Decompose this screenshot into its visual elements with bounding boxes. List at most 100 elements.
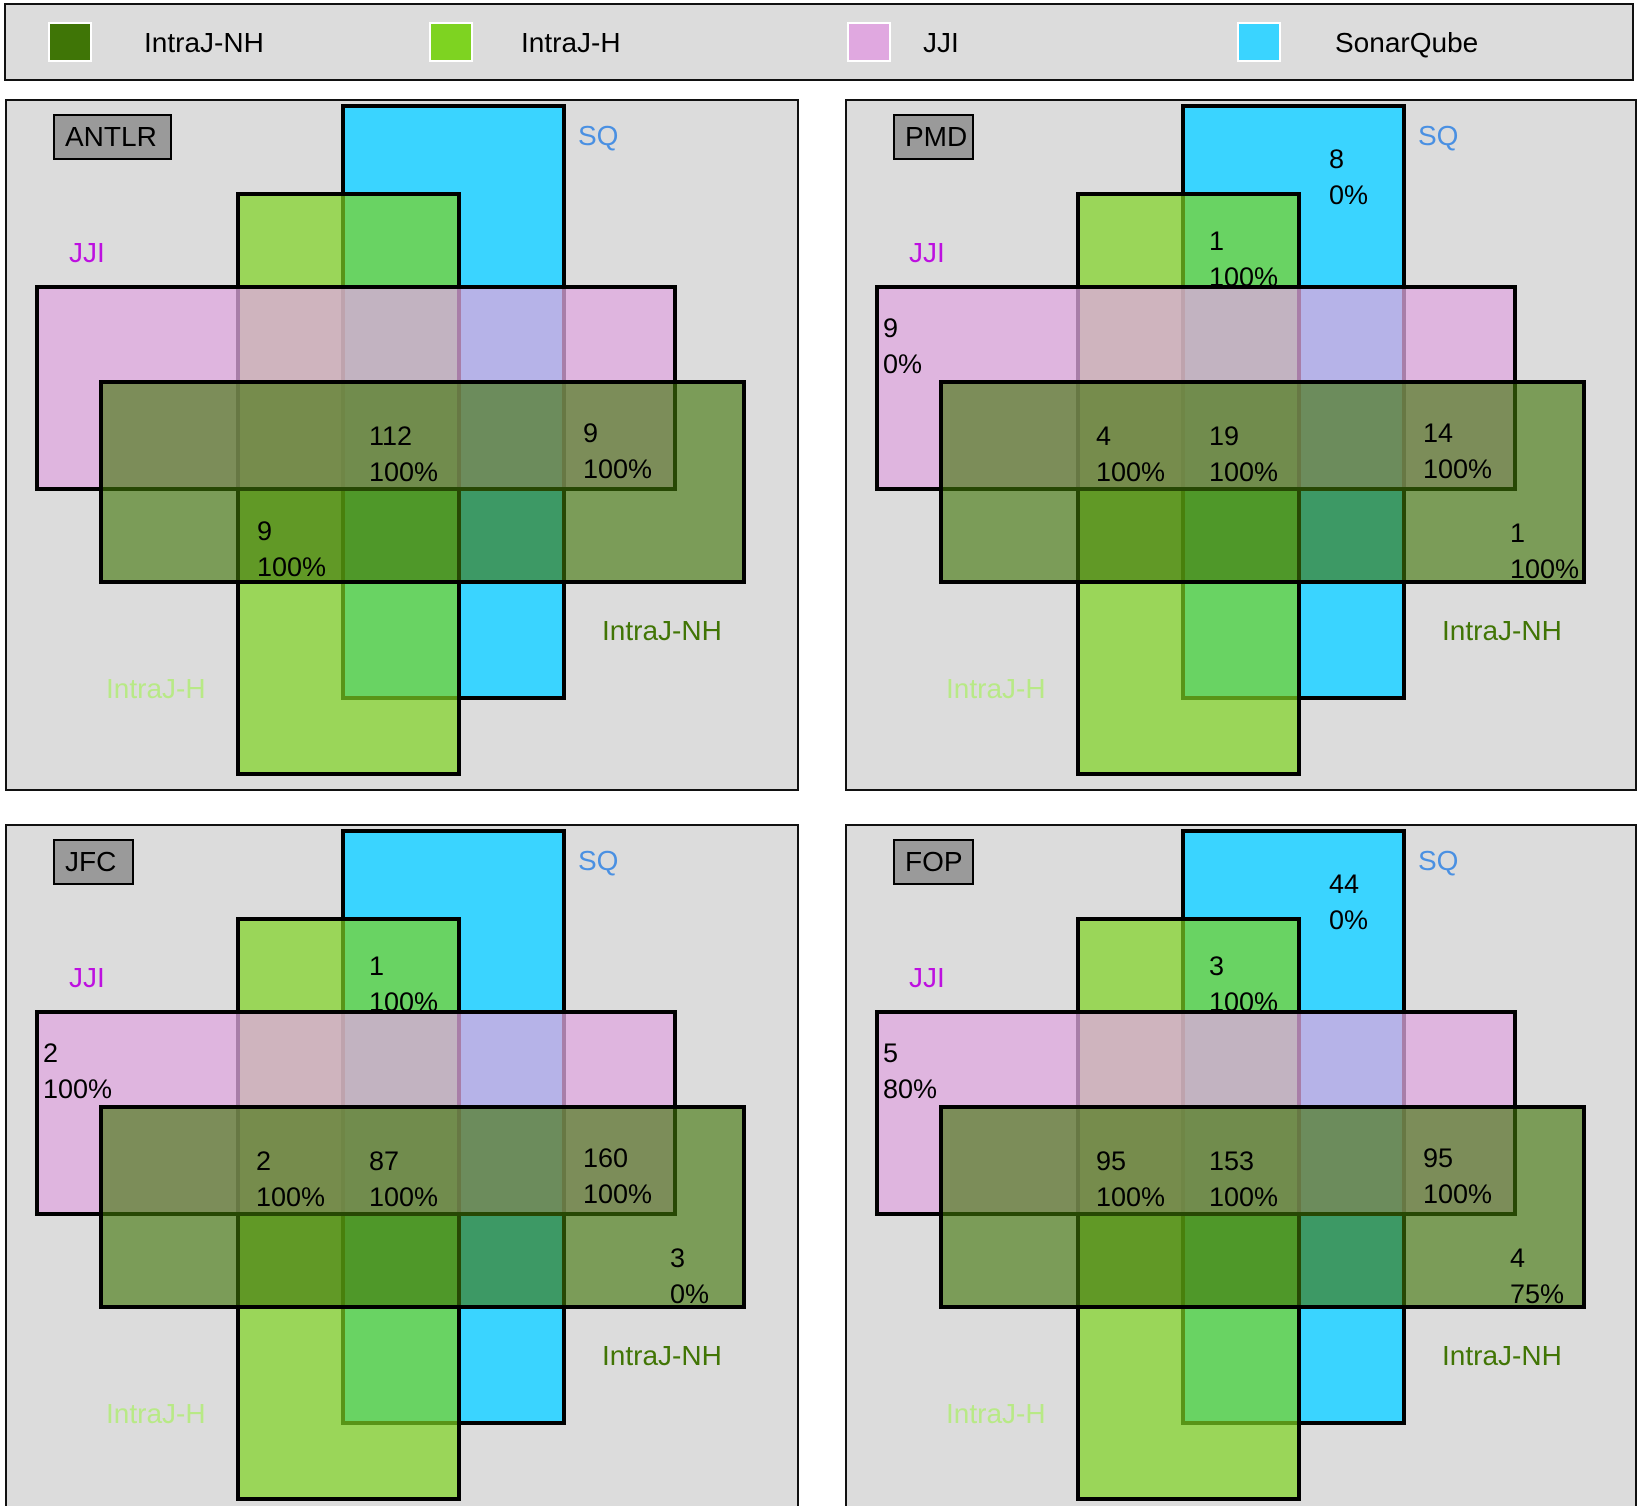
region-count: 9 [257,516,272,546]
panel-name-box [53,114,172,160]
region-percent: 0% [1329,180,1368,210]
legend: IntraJ-NH IntraJ-H JJI SonarQube [4,3,1634,81]
region-count: 112 [369,421,412,451]
panel-name: PMD [905,121,967,152]
region-h-sq: 3 100% [1209,951,1278,1017]
region-count: 14 [1423,418,1453,448]
region-count: 1 [1209,226,1224,256]
region-h-jji-nh-sq: 19 100% [1209,421,1278,487]
set-label-jji: JJI [909,962,945,993]
set-rect-nh [99,1105,746,1309]
set-rect-nh [939,1105,1586,1309]
set-label-nh: IntraJ-NH [1442,615,1562,646]
region-count: 4 [1096,421,1111,451]
set-label-nh: IntraJ-NH [602,615,722,646]
panel-name-badge: JFC [53,839,134,885]
panel-pmd: SQIntraJ-HJJIIntraJ-NHPMD80%1100%90%4100… [845,99,1637,791]
legend-label-intraj-nh: IntraJ-NH [144,27,264,58]
set-label-nh: IntraJ-NH [602,1340,722,1371]
set-label-sq: SQ [578,845,618,876]
region-count: 160 [583,1143,628,1173]
region-count: 3 [1209,951,1224,981]
set-label-sq: SQ [1418,845,1458,876]
legend-swatch-intraj-h [429,22,473,62]
region-h-jji-nh-sq: 87 100% [369,1146,438,1212]
region-percent: 100% [1209,1182,1278,1212]
region-percent: 100% [369,1182,438,1212]
region-percent: 0% [1329,905,1368,935]
region-percent: 100% [1423,1179,1492,1209]
set-label-nh: IntraJ-NH [1442,1340,1562,1371]
legend-swatch-jji [847,22,891,62]
set-label-jji: JJI [69,962,105,993]
set-label-sq: SQ [1418,120,1458,151]
region-jji-nh: 95 100% [1423,1143,1492,1209]
panel-name-badge: FOP [893,839,974,885]
panel-antlr: SQIntraJ-HJJIIntraJ-NHANTLR112100%9100%9… [5,99,799,791]
region-count: 44 [1329,869,1359,899]
region-count: 8 [1329,144,1344,174]
region-percent: 100% [257,552,326,582]
region-percent: 100% [583,1179,652,1209]
region-percent: 100% [1209,987,1278,1017]
region-jji: 90% [883,313,922,379]
set-label-h: IntraJ-H [946,1398,1046,1429]
panel-jfc: SQ IntraJ-H JJI IntraJ-NH JFC 1 100% 2 100% 2 100%… [5,824,799,1506]
set-label-jji: JJI [69,237,105,268]
panel-name-badge: ANTLR [53,114,172,160]
region-percent: 100% [583,454,652,484]
region-h-jji-nh: 4 100% [1096,421,1165,487]
region-percent: 100% [1209,262,1278,292]
legend-swatch-intraj-nh [48,22,92,62]
region-nh: 1 100% [1510,518,1579,584]
region-percent: 100% [1510,554,1579,584]
region-count: 5 [883,1038,898,1068]
region-jji-nh: 160 100% [583,1143,652,1209]
region-nh: 475% [1510,1243,1564,1309]
region-count: 4 [1510,1243,1525,1273]
region-percent: 100% [1209,457,1278,487]
region-h-jji-nh-sq: 153 100% [1209,1146,1278,1212]
region-percent: 80% [883,1074,937,1104]
set-label-h: IntraJ-H [106,673,206,704]
set-label-jji: JJI [909,237,945,268]
region-percent: 100% [43,1074,112,1104]
region-sq: 80% [1329,144,1368,210]
region-percent: 100% [369,987,438,1017]
set-rect-nh [99,380,746,584]
region-count: 87 [369,1146,399,1176]
region-count: 3 [670,1243,685,1273]
region-count: 153 [1209,1146,1254,1176]
panel-name-box [893,114,974,160]
region-percent: 75% [1510,1279,1564,1309]
region-count: 2 [256,1146,271,1176]
region-jji: 580% [883,1038,937,1104]
set-label-h: IntraJ-H [106,1398,206,1429]
region-count: 19 [1209,421,1239,451]
legend-swatch-sonarqube [1237,22,1281,62]
region-count: 95 [1096,1146,1126,1176]
region-percent: 0% [883,349,922,379]
region-percent: 100% [1423,454,1492,484]
region-h-nh: 9 100% [257,516,326,582]
region-jji-nh: 9 100% [583,418,652,484]
legend-label-sonarqube: SonarQube [1335,27,1479,58]
panel-name-box [893,839,974,885]
region-count: 9 [583,418,598,448]
region-percent: 0% [670,1279,709,1309]
region-jji: 2 100% [43,1038,112,1104]
region-h-jji-nh: 2 100% [256,1146,325,1212]
region-h-jji-nh-sq: 112 100% [369,421,438,487]
region-h-sq: 1 100% [369,951,438,1017]
region-h-jji-nh: 95 100% [1096,1146,1165,1212]
panel-name: FOP [905,846,963,877]
region-percent: 100% [1096,457,1165,487]
region-count: 1 [369,951,384,981]
region-percent: 100% [256,1182,325,1212]
panel-name-box [53,839,134,885]
set-label-sq: SQ [578,120,618,151]
legend-label-intraj-h: IntraJ-H [521,27,621,58]
region-count: 9 [883,313,898,343]
region-jji-nh: 14 100% [1423,418,1492,484]
